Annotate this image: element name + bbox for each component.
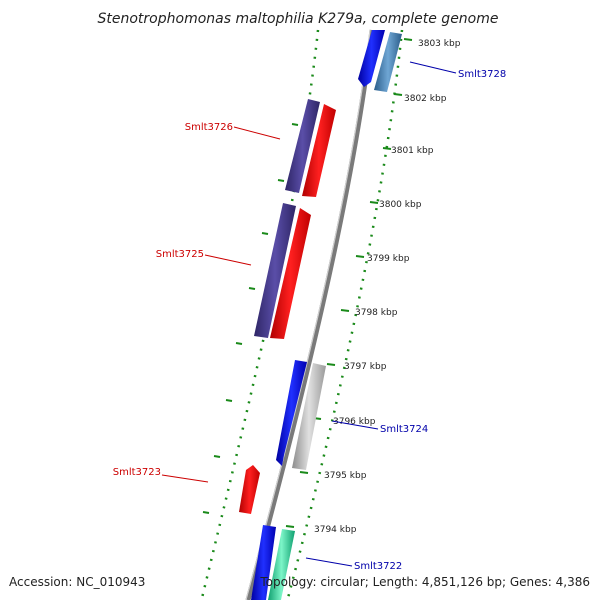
tick-label-3797: 3797 kbp	[344, 362, 387, 372]
tick-label-3802: 3802 kbp	[404, 94, 447, 104]
tick-label-3801: 3801 kbp	[391, 146, 434, 156]
accession-text: Accession: NC_010943	[9, 575, 145, 589]
tick-label-3803: 3803 kbp	[418, 39, 461, 49]
outer-guide-right	[286, 29, 404, 599]
gene-label-smlt3724[interactable]: Smlt3724	[380, 424, 428, 435]
left-guide-ticks	[202, 123, 299, 514]
gene-label-smlt3726[interactable]: Smlt3726	[185, 122, 233, 133]
gene-smlt3724[interactable]	[292, 363, 326, 470]
gene-label-smlt3723[interactable]: Smlt3723	[113, 467, 161, 478]
gene-smlt3723[interactable]	[239, 465, 260, 514]
gene-label-smlt3728[interactable]: Smlt3728	[458, 69, 506, 80]
map-title: Stenotrophomonas maltophilia K279a, comp…	[98, 11, 499, 27]
gene-smlt3726-feature[interactable]	[285, 99, 320, 193]
gene-smlt3725[interactable]	[270, 208, 311, 339]
tick-label-3799: 3799 kbp	[367, 254, 410, 264]
gene-label-smlt3725[interactable]: Smlt3725	[156, 249, 204, 260]
gene-label-smlt3722[interactable]: Smlt3722	[354, 561, 402, 572]
genome-backbone	[245, 29, 375, 600]
gene-reverse-top[interactable]	[358, 30, 385, 87]
tick-label-3798: 3798 kbp	[355, 308, 398, 318]
gene-smlt3728[interactable]	[374, 32, 402, 92]
tick-label-3800: 3800 kbp	[379, 200, 422, 210]
gene-smlt3722[interactable]	[268, 529, 295, 600]
genome-backbone-highlight	[245, 29, 371, 600]
gene-smlt3724-reverse[interactable]	[276, 360, 307, 466]
gene-smlt3726[interactable]	[302, 104, 336, 197]
tick-label-3796: 3796 kbp	[333, 417, 376, 427]
topology-text: Topology: circular; Length: 4,851,126 bp…	[259, 575, 590, 589]
tick-label-3794: 3794 kbp	[314, 525, 357, 535]
scale-labels: 3803 kbp 3802 kbp 3801 kbp 3800 kbp 3799…	[314, 39, 461, 535]
gene-smlt3722-reverse[interactable]	[251, 525, 276, 600]
scale-major-ticks	[285, 38, 413, 528]
label-leaders	[161, 61, 457, 567]
tick-label-3795: 3795 kbp	[324, 471, 367, 481]
gene-smlt3725-feature[interactable]	[254, 203, 296, 338]
